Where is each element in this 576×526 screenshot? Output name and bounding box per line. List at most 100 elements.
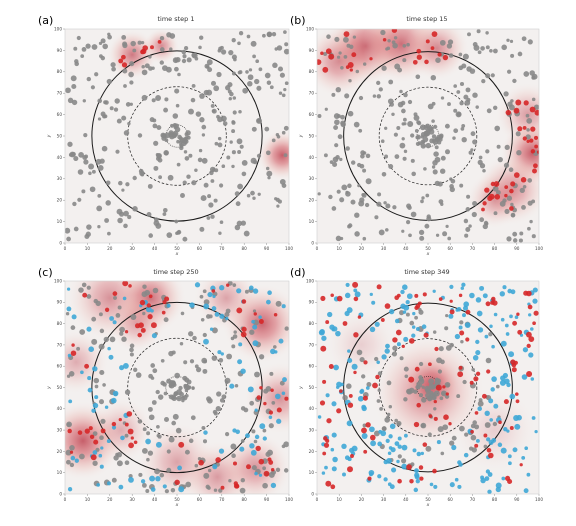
agent-point	[326, 418, 332, 424]
x-tick-label: 20	[107, 246, 113, 251]
agent-point	[501, 44, 508, 51]
agent-point	[72, 201, 77, 207]
agent-point	[151, 98, 156, 103]
agent-point	[490, 181, 496, 187]
agent-point	[107, 34, 112, 40]
agent-point	[166, 232, 173, 238]
agent-point	[361, 404, 367, 410]
agent-point	[180, 193, 185, 198]
agent-point	[438, 346, 444, 352]
agent-point	[444, 123, 450, 129]
agent-point	[188, 438, 194, 444]
agent-point	[179, 143, 184, 149]
agent-point	[442, 424, 449, 431]
agent-point	[283, 48, 289, 55]
agent-point	[155, 95, 162, 101]
agent-point	[92, 402, 99, 409]
agent-point	[155, 441, 162, 448]
agent-point	[278, 338, 284, 344]
agent-point	[352, 35, 357, 39]
agent-point	[376, 80, 381, 86]
agent-point	[503, 162, 510, 168]
agent-point	[112, 291, 118, 296]
agent-point	[484, 334, 489, 339]
agent-point	[437, 181, 443, 187]
agent-point	[486, 448, 492, 453]
agent-point	[109, 336, 116, 343]
y-tick-label: 60	[57, 112, 63, 117]
agent-point	[157, 40, 162, 44]
x-tick-label: 30	[381, 246, 387, 251]
agent-point	[106, 439, 111, 444]
agent-point	[429, 482, 434, 487]
y-tick-label: 50	[57, 385, 63, 390]
agent-point	[391, 467, 397, 473]
agent-point	[377, 441, 383, 447]
agent-point	[433, 407, 437, 411]
agent-point	[91, 316, 97, 322]
agent-point	[118, 417, 122, 422]
agent-point	[447, 39, 454, 45]
agent-point	[351, 363, 358, 370]
agent-point	[468, 446, 474, 451]
agent-point	[198, 148, 203, 153]
agent-point	[332, 162, 338, 167]
agent-point	[283, 125, 289, 131]
agent-point	[222, 121, 228, 126]
agent-point	[509, 39, 514, 44]
agent-point	[336, 189, 341, 194]
agent-point	[104, 405, 109, 409]
agent-point	[255, 59, 260, 64]
agent-point	[404, 374, 409, 379]
agent-point	[221, 164, 226, 168]
agent-point	[474, 411, 479, 415]
agent-point	[427, 103, 434, 110]
agent-point	[317, 192, 321, 196]
agent-point	[360, 153, 365, 159]
agent-point	[211, 355, 218, 361]
agent-point	[155, 389, 160, 395]
agent-point	[511, 367, 517, 373]
agent-point	[138, 322, 144, 329]
agent-point	[150, 376, 155, 380]
agent-point	[387, 451, 392, 455]
agent-point	[170, 123, 174, 128]
agent-point	[276, 407, 282, 413]
agent-point	[71, 83, 77, 90]
agent-point	[98, 453, 103, 458]
agent-point	[396, 459, 400, 464]
agent-point	[481, 393, 487, 399]
agent-point	[276, 204, 280, 208]
agent-point	[111, 421, 117, 427]
agent-point	[154, 217, 159, 222]
agent-point	[417, 301, 422, 306]
y-tick-label: 10	[309, 219, 315, 224]
x-tick-label: 40	[403, 497, 409, 502]
agent-point	[281, 93, 286, 98]
agent-point	[252, 196, 256, 200]
agent-point	[245, 433, 250, 439]
agent-point	[345, 65, 350, 69]
agent-point	[174, 219, 179, 224]
agent-point	[416, 120, 421, 125]
y-tick-label: 30	[57, 428, 63, 433]
agent-point	[226, 283, 230, 287]
agent-point	[216, 71, 222, 78]
agent-point	[149, 475, 156, 482]
agent-point	[335, 155, 340, 160]
agent-point	[357, 162, 362, 168]
agent-point	[256, 395, 262, 400]
agent-point	[405, 312, 410, 317]
agent-point	[331, 432, 337, 438]
y-axis-label: y	[299, 386, 304, 390]
agent-point	[118, 484, 124, 490]
x-tick-label: 60	[197, 246, 203, 251]
agent-point	[104, 218, 110, 223]
agent-point	[521, 456, 526, 460]
agent-point	[142, 311, 146, 316]
agent-point	[461, 123, 466, 128]
agent-point	[432, 289, 436, 293]
agent-point	[123, 84, 127, 88]
agent-point	[382, 37, 387, 42]
agent-point	[198, 45, 202, 50]
